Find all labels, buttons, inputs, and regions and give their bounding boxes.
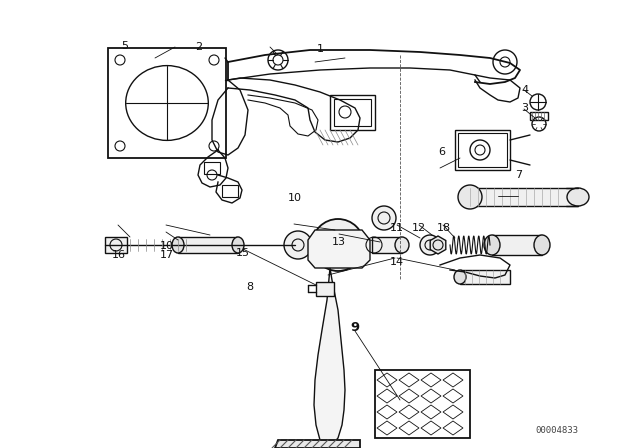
Circle shape — [458, 185, 482, 209]
Text: 5: 5 — [122, 41, 128, 51]
Text: 3: 3 — [522, 103, 528, 112]
Bar — [492, 235, 542, 255]
Bar — [458, 133, 507, 167]
Text: 6: 6 — [438, 147, 445, 157]
Text: 1: 1 — [317, 44, 323, 54]
Circle shape — [312, 219, 364, 271]
Text: 00004833: 00004833 — [535, 426, 579, 435]
Polygon shape — [430, 236, 446, 254]
Bar — [334, 99, 371, 126]
Text: 2: 2 — [195, 42, 202, 52]
Ellipse shape — [454, 270, 466, 284]
Ellipse shape — [232, 237, 244, 253]
Bar — [204, 162, 220, 174]
Ellipse shape — [395, 237, 409, 253]
Ellipse shape — [534, 235, 550, 255]
Bar — [455, 130, 510, 170]
Text: 11: 11 — [390, 224, 404, 233]
Text: 17: 17 — [159, 250, 173, 260]
Bar — [372, 237, 402, 253]
Text: 12: 12 — [412, 224, 426, 233]
Circle shape — [420, 235, 440, 255]
Bar — [316, 282, 334, 296]
Bar — [375, 370, 470, 438]
Text: 7: 7 — [515, 170, 522, 180]
Ellipse shape — [484, 235, 500, 255]
Circle shape — [372, 206, 396, 230]
Text: 9: 9 — [351, 320, 360, 334]
Bar — [105, 237, 127, 253]
Polygon shape — [314, 268, 345, 445]
Text: 10: 10 — [159, 241, 173, 251]
Polygon shape — [275, 440, 360, 448]
Ellipse shape — [172, 237, 184, 253]
Bar — [468, 188, 578, 206]
Text: 18: 18 — [436, 224, 451, 233]
Bar — [108, 48, 226, 158]
Bar — [530, 112, 548, 120]
Text: 14: 14 — [390, 257, 404, 267]
Text: 15: 15 — [236, 248, 250, 258]
Bar — [222, 185, 238, 197]
Text: 4: 4 — [521, 85, 529, 95]
Polygon shape — [308, 230, 370, 268]
Text: 13: 13 — [332, 237, 346, 247]
Text: 16: 16 — [111, 250, 125, 260]
Bar — [460, 270, 510, 284]
Circle shape — [284, 231, 312, 259]
Circle shape — [324, 231, 352, 259]
Ellipse shape — [567, 188, 589, 206]
Text: 8: 8 — [246, 282, 253, 292]
Bar — [178, 237, 238, 253]
Bar — [330, 95, 375, 130]
Text: 10: 10 — [287, 193, 301, 203]
